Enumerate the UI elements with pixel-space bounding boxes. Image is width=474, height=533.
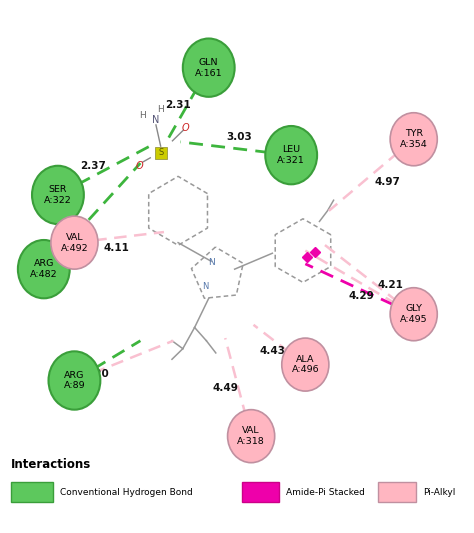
Text: VAL
A:492: VAL A:492	[61, 233, 88, 253]
Text: 3.03: 3.03	[227, 132, 252, 142]
Text: Pi-Alkyl: Pi-Alkyl	[423, 488, 456, 497]
Text: 4.43: 4.43	[259, 346, 285, 357]
Text: VAL
A:318: VAL A:318	[237, 426, 265, 446]
Bar	[378, 482, 416, 503]
Text: 4.21: 4.21	[377, 280, 403, 290]
Text: 2.79: 2.79	[64, 222, 90, 232]
Text: 4.11: 4.11	[104, 243, 130, 253]
Text: N: N	[202, 282, 208, 291]
Text: TYR
A:354: TYR A:354	[400, 130, 428, 149]
Circle shape	[390, 288, 438, 341]
Text: 2.20: 2.20	[83, 369, 109, 378]
Text: Conventional Hydrogen Bond: Conventional Hydrogen Bond	[60, 488, 193, 497]
Text: ARG
A:482: ARG A:482	[30, 259, 58, 279]
Circle shape	[18, 240, 70, 298]
Text: N: N	[208, 258, 214, 266]
Text: ARG
A:89: ARG A:89	[64, 370, 85, 390]
Text: ALA
A:496: ALA A:496	[292, 355, 319, 375]
Text: 4.97: 4.97	[375, 176, 401, 187]
Text: 2.31: 2.31	[165, 100, 191, 110]
Text: H: H	[139, 111, 146, 120]
Circle shape	[48, 351, 100, 410]
Text: 2.37: 2.37	[80, 161, 106, 171]
Text: O: O	[136, 161, 143, 171]
Bar	[242, 482, 279, 503]
Text: N: N	[152, 115, 160, 125]
Text: S: S	[158, 148, 163, 157]
Text: GLN
A:161: GLN A:161	[195, 58, 222, 77]
Circle shape	[183, 38, 235, 97]
Circle shape	[265, 126, 317, 184]
Text: Interactions: Interactions	[11, 458, 91, 471]
Circle shape	[32, 166, 84, 224]
Circle shape	[51, 216, 98, 269]
Circle shape	[228, 410, 275, 463]
Text: 4.29: 4.29	[349, 290, 375, 301]
Text: H: H	[157, 104, 164, 114]
Text: LEU
A:321: LEU A:321	[277, 146, 305, 165]
Text: 4.49: 4.49	[212, 383, 238, 393]
Text: Amide-Pi Stacked: Amide-Pi Stacked	[286, 488, 365, 497]
Text: O: O	[182, 123, 190, 133]
Circle shape	[282, 338, 329, 391]
Text: GLY
A:495: GLY A:495	[400, 304, 428, 324]
Circle shape	[390, 113, 438, 166]
Text: SER
A:322: SER A:322	[44, 185, 72, 205]
Bar	[11, 482, 53, 503]
